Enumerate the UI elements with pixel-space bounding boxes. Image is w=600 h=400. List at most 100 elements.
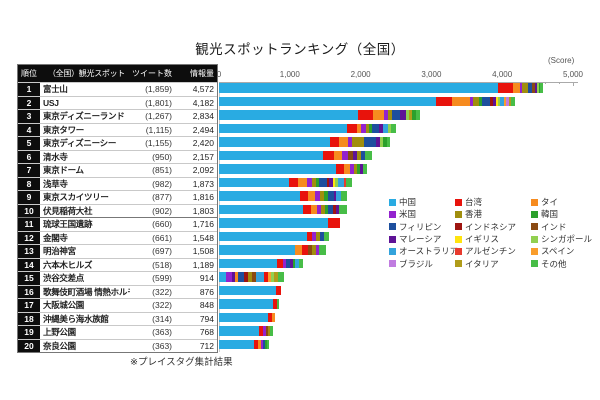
score-cell: 2,157 (192, 151, 214, 162)
legend-swatch (389, 247, 396, 255)
rank-cell: 18 (18, 312, 40, 325)
spot-cell: 金閣寺 (43, 232, 68, 243)
bar-segment (492, 96, 497, 106)
rank-cell: 10 (18, 204, 40, 217)
bar-segment (343, 164, 350, 174)
bar-segment (219, 326, 259, 336)
bar (219, 285, 281, 295)
bar-segment (219, 285, 276, 295)
legend-label: イギリス (465, 234, 500, 245)
bar-segment (235, 272, 239, 282)
spot-cell: 東京ドーム (43, 165, 84, 176)
legend-item: インド (531, 221, 593, 233)
bar-segment (274, 272, 278, 282)
bar-segment (325, 204, 328, 214)
bar-segment (339, 137, 348, 147)
legend-item: シンガポール (531, 233, 593, 245)
rank-cell: 8 (18, 177, 40, 190)
bar (219, 339, 270, 349)
bar-segment (303, 204, 312, 214)
bar-segment (496, 96, 498, 106)
table-row: 18 沖縄美ら海水族館 (314) 794 (18, 311, 217, 325)
score-cell: 1,803 (192, 205, 214, 216)
bar-segment (481, 96, 491, 106)
legend-swatch (389, 235, 396, 243)
legend-swatch (531, 247, 538, 255)
rank-cell: 17 (18, 299, 40, 312)
bar-segment (257, 339, 261, 349)
table-row: 2 USJ (1,801) 4,182 (18, 95, 217, 109)
legend-item: ブラジル (389, 258, 455, 270)
score-cell: 2,494 (192, 124, 214, 135)
bar-segment (219, 312, 268, 322)
rank-cell: 7 (18, 164, 40, 177)
legend-label: スペイン (541, 246, 575, 257)
legend-item: マレーシア (389, 233, 455, 245)
bar-segment (290, 258, 293, 268)
spot-cell: 東京タワー (43, 124, 85, 135)
footnote: ※プレイスタグ集計結果 (130, 357, 233, 368)
bar-segment (531, 83, 535, 93)
legend-swatch (531, 210, 538, 218)
bar-segment (332, 177, 336, 187)
bar-segment (372, 123, 380, 133)
bar-segment (219, 299, 273, 309)
score-cell: 1,716 (192, 219, 214, 230)
legend-swatch (531, 260, 538, 268)
legend-item: オーストラリア (389, 245, 459, 257)
bar-segment (267, 339, 270, 349)
bar-segment (335, 204, 339, 214)
table-row: 5 東京ディズニーシー (1,155) 2,420 (18, 136, 217, 150)
bar-segment (292, 258, 296, 268)
bar-segment (335, 164, 344, 174)
bar-segment (226, 272, 232, 282)
score-cell: 1,548 (192, 232, 214, 243)
bar-segment (254, 339, 258, 349)
bar (219, 299, 279, 309)
bar-segment (382, 123, 389, 133)
bar-segment (522, 83, 529, 93)
chart-x-axis (219, 82, 578, 83)
spot-cell: 富士山 (43, 84, 68, 95)
header-score: 情報量 (190, 69, 214, 78)
bar-segment (391, 123, 396, 133)
tweets-cell: (661) (152, 232, 172, 243)
legend-swatch (531, 198, 538, 206)
bar-segment (343, 177, 346, 187)
bar-segment (338, 204, 347, 214)
bar-segment (299, 191, 309, 201)
bar-segment (219, 110, 358, 120)
bar-segment (286, 258, 291, 268)
table-row: 13 明治神宮 (697) 1,508 (18, 244, 217, 258)
bar (219, 96, 515, 106)
spot-cell: 浅草寺 (43, 178, 68, 189)
score-cell: 876 (199, 286, 214, 297)
bar-segment (386, 137, 391, 147)
legend-label: オーストラリア (399, 246, 459, 257)
spot-cell: 歌舞伎町酒場 情熱ホルモン (43, 286, 130, 297)
legend-item: イギリス (455, 233, 531, 245)
legend-label: イタリア (465, 258, 499, 269)
bar-segment (327, 204, 333, 214)
bar-segment (323, 231, 329, 241)
bar-segment (387, 110, 392, 120)
score-cell: 1,816 (192, 192, 214, 203)
spot-cell: 東京スカイツリー (43, 192, 109, 203)
header-tweets: ツイート数 (132, 69, 172, 78)
spot-cell: 東京ディズニーシー (43, 138, 117, 149)
legend-swatch (455, 223, 462, 231)
score-cell: 712 (199, 340, 214, 351)
rank-cell: 1 (18, 83, 40, 96)
spot-cell: 伏見稲荷大社 (43, 205, 93, 216)
bar-segment (326, 177, 330, 187)
rank-cell: 4 (18, 123, 40, 136)
bar-segment (298, 258, 304, 268)
bar-segment (372, 110, 384, 120)
bar-segment (323, 150, 334, 160)
rank-cell: 16 (18, 285, 40, 298)
rank-cell: 20 (18, 339, 40, 352)
bar-segment (267, 326, 270, 336)
bar-segment (219, 258, 278, 268)
spot-cell: USJ (43, 97, 59, 108)
